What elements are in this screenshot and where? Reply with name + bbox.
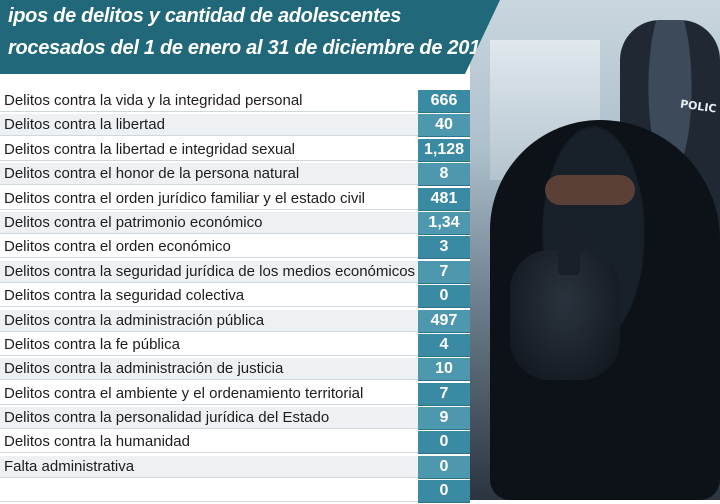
- table-row: Delitos contra el patrimonio económico 1,…: [0, 211, 470, 235]
- row-value: 0: [418, 285, 470, 309]
- title-line-2: rocesados del 1 de enero al 31 de diciem…: [8, 37, 491, 59]
- crime-table: Delitos contra la vida y la integridad p…: [0, 89, 470, 504]
- row-value: 1,128: [418, 138, 470, 162]
- row-label: Delitos contra la vida y la integridad p…: [0, 90, 418, 112]
- row-label: Delitos contra el patrimonio económico: [0, 211, 418, 234]
- table-row: Delitos contra la seguridad colectiva 0: [0, 284, 470, 309]
- table-row: Delitos contra la personalidad jurídica …: [0, 406, 470, 431]
- table-row: Delitos contra la humanidad 0: [0, 430, 470, 455]
- row-label: Delitos contra la humanidad: [0, 431, 418, 454]
- photo-person-eyes: [545, 175, 635, 205]
- row-value: 8: [418, 163, 470, 187]
- table-row: Delitos contra la fe pública 4: [0, 333, 470, 357]
- table-row: Delitos contra la seguridad jurídica de …: [0, 260, 470, 284]
- table-row: Delitos contra la libertad 40: [0, 113, 470, 138]
- row-label: Delitos contra el orden jurídico familia…: [0, 187, 418, 210]
- row-label: Delitos contra la administración de just…: [0, 358, 418, 381]
- row-value: 7: [418, 260, 470, 284]
- table-row: Delitos contra el orden jurídico familia…: [0, 187, 470, 211]
- row-label: Delitos contra la fe pública: [0, 333, 418, 356]
- row-value: 9: [418, 407, 470, 431]
- row-value: 0: [418, 455, 470, 479]
- title-line-1: ipos de delitos y cantidad de adolescent…: [8, 5, 402, 27]
- table-row: Delitos contra la vida y la integridad p…: [0, 89, 470, 113]
- row-value: 40: [418, 114, 470, 138]
- table-row: Delitos contra la libertad e integridad …: [0, 138, 470, 162]
- row-label: Delitos contra la personalidad jurídica …: [0, 407, 418, 430]
- row-value: 666: [418, 90, 470, 113]
- row-label: Delitos contra la libertad e integridad …: [0, 138, 418, 161]
- row-value: 7: [418, 382, 470, 406]
- row-label: Delitos contra el honor de la persona na…: [0, 163, 418, 186]
- row-value: 1,34: [418, 211, 470, 235]
- row-label: Falta administrativa: [0, 455, 418, 478]
- row-value: 10: [418, 358, 470, 382]
- row-value: 4: [418, 333, 470, 357]
- row-label: Delitos contra la seguridad colectiva: [0, 285, 418, 308]
- background-photo: POLIC: [470, 0, 720, 500]
- title-banner: ipos de delitos y cantidad de adolescent…: [0, 0, 500, 74]
- row-value: 0: [418, 431, 470, 455]
- row-label: Delitos contra la administración pública: [0, 309, 418, 332]
- row-value: 497: [418, 309, 470, 333]
- row-label: Delitos contra el ambiente y el ordenami…: [0, 382, 418, 405]
- row-label: [0, 480, 418, 503]
- row-value: 3: [418, 236, 470, 260]
- row-label: Delitos contra la libertad: [0, 114, 418, 137]
- photo-handgun: [558, 225, 580, 275]
- table-row: Delitos contra la administración pública…: [0, 309, 470, 333]
- row-value: 481: [418, 187, 470, 211]
- table-row: Delitos contra el honor de la persona na…: [0, 162, 470, 187]
- table-row: Delitos contra la administración de just…: [0, 357, 470, 382]
- table-row: Falta administrativa 0: [0, 455, 470, 479]
- table-row: Delitos contra el ambiente y el ordenami…: [0, 382, 470, 406]
- table-row: Delitos contra el orden económico 3: [0, 235, 470, 260]
- row-label: Delitos contra el orden económico: [0, 236, 418, 259]
- row-label: Delitos contra la seguridad jurídica de …: [0, 260, 418, 283]
